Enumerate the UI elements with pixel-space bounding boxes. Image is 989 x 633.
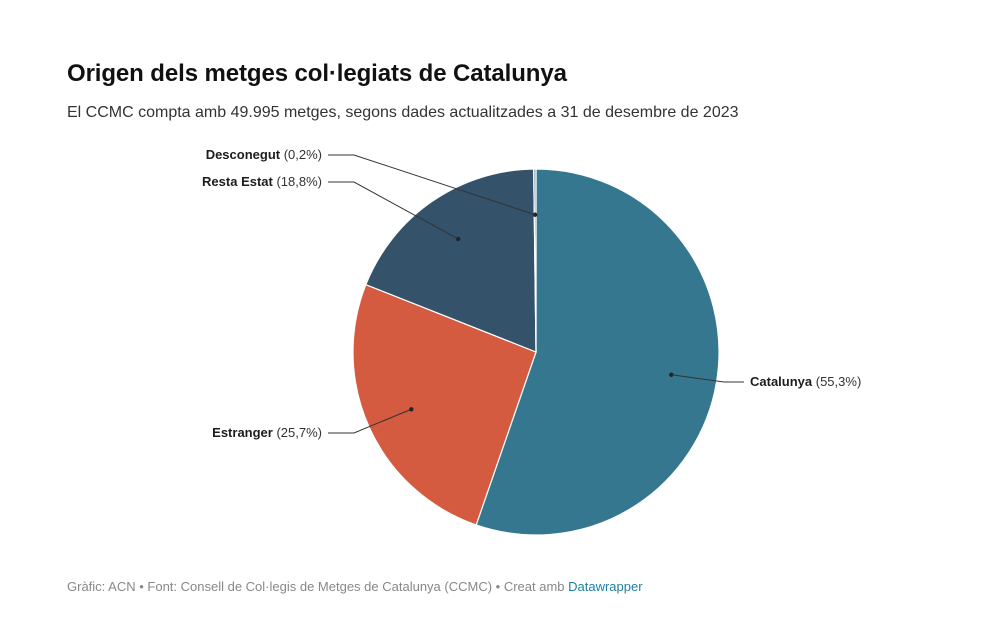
- pie-slice-estranger[interactable]: [352, 283, 537, 526]
- chart-header: Origen dels metges col·legiats de Catalu…: [67, 58, 947, 123]
- chart-subtitle: El CCMC compta amb 49.995 metges, segons…: [67, 104, 739, 121]
- pie-slice-catalunya[interactable]: [475, 168, 720, 536]
- slice-label-desconegut: Desconegut (0,2%): [206, 147, 322, 162]
- leader-line-desconegut: [328, 154, 536, 216]
- slice-label-value: (25,7%): [273, 425, 322, 440]
- leader-line-estranger: [328, 408, 412, 434]
- pie-chart: Catalunya (55,3%) Estranger (25,7%) Resta …: [202, 147, 861, 536]
- slice-label-name: Estranger: [212, 425, 273, 440]
- slice-label-resta-estat: Resta Estat (18,8%): [202, 174, 322, 189]
- slice-label-estranger: Estranger (25,7%): [212, 425, 322, 440]
- pie-slices: [352, 168, 720, 536]
- datawrapper-link[interactable]: Datawrapper: [568, 579, 643, 594]
- source-text: Gràfic: ACN • Font: Consell de Col·legis…: [67, 579, 569, 594]
- slice-label-name: Resta Estat: [202, 174, 273, 189]
- slice-label-value: (0,2%): [280, 147, 322, 162]
- chart-footer: Gràfic: ACN • Font: Consell de Col·legis…: [67, 578, 643, 596]
- leader-line-catalunya: [671, 374, 744, 383]
- label-anchor-catalunya: [669, 372, 674, 377]
- slice-label-value: (55,3%): [812, 374, 861, 389]
- slice-label-name: Catalunya: [750, 374, 813, 389]
- pie-slice-resta-estat[interactable]: [365, 168, 537, 353]
- leader-line-resta-estat: [328, 181, 459, 240]
- pie-labels: Catalunya (55,3%) Estranger (25,7%) Resta …: [202, 147, 861, 440]
- slice-label-catalunya: Catalunya (55,3%): [750, 374, 861, 389]
- slice-label-name: Desconegut: [206, 147, 281, 162]
- chart-title: Origen dels metges col·legiats de Catalu…: [67, 60, 567, 87]
- slice-label-value: (18,8%): [273, 174, 322, 189]
